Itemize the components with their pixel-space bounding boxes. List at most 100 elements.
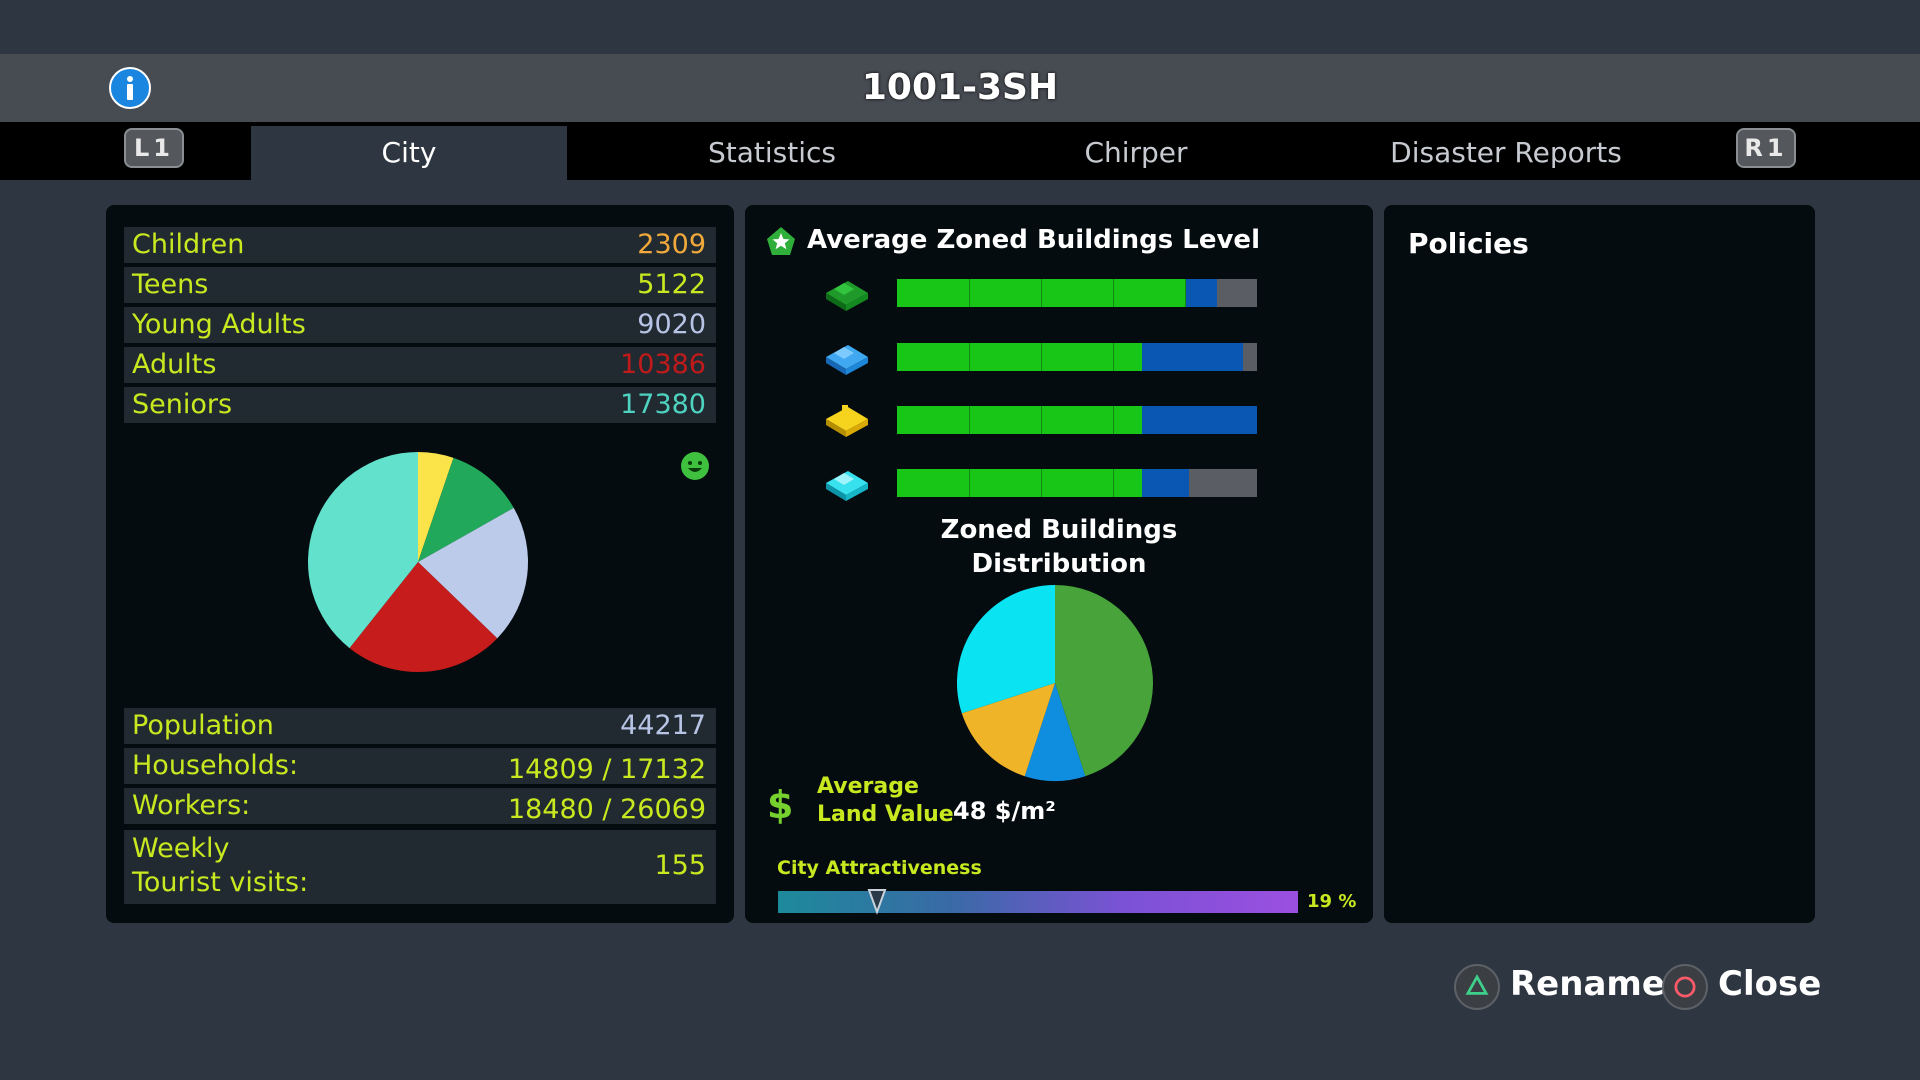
level-bar-filled: [897, 343, 1142, 371]
star-icon: [767, 227, 795, 255]
level-tick: [1113, 343, 1114, 371]
age-label: Children: [132, 229, 245, 260]
level-tick: [1041, 406, 1042, 434]
pie-children-slice: [418, 452, 454, 562]
population-panel: Children 2309 Teens 5122 Young Adults 90…: [106, 205, 734, 923]
level-tick: [969, 343, 970, 371]
commercial-level-bar: [897, 343, 1257, 371]
stat-row-tourists: Weekly Tourist visits: 155: [124, 830, 716, 904]
smiley-icon: [681, 452, 709, 480]
level-tick: [1113, 406, 1114, 434]
office-zone-icon: [826, 471, 868, 501]
age-pie-chart: [308, 452, 528, 672]
distribution-pie-chart: [957, 585, 1153, 781]
tab-chirper[interactable]: Chirper: [1084, 136, 1188, 169]
level-tick: [969, 279, 970, 307]
age-row-children: Children 2309: [124, 227, 716, 263]
city-name-title: 1001-3SH: [861, 67, 1059, 108]
attractiveness-label: City Attractiveness: [777, 857, 982, 879]
title-bar: 1001-3SH: [0, 54, 1920, 122]
level-bar-progress: [1141, 343, 1243, 371]
age-row-adults: Adults 10386: [124, 347, 716, 383]
zoned-buildings-panel: Average Zoned Buildings Level: [745, 205, 1373, 923]
age-value: 17380: [620, 389, 706, 420]
rename-button[interactable]: Rename: [1454, 960, 1665, 1012]
l1-button[interactable]: L1: [124, 128, 184, 168]
level-tick: [1113, 469, 1114, 497]
level-tick: [1041, 343, 1042, 371]
land-value-label-line: Land Value: [817, 802, 954, 827]
stat-row-population: Population 44217: [124, 708, 716, 744]
stat-value: 44217: [620, 710, 706, 741]
age-label: Adults: [132, 349, 217, 380]
age-label: Young Adults: [132, 309, 306, 340]
distribution-industrial-slice: [961, 683, 1055, 777]
tab-disaster-reports[interactable]: Disaster Reports: [1390, 136, 1622, 169]
industrial-level-bar: [897, 406, 1257, 434]
stat-row-workers: Workers: 18480 / 26069: [124, 788, 716, 825]
pie-seniors-slice: [308, 452, 418, 649]
commercial-zone-icon: [826, 345, 868, 375]
office-level-bar: [897, 469, 1257, 497]
distribution-title-line: Distribution: [971, 549, 1147, 579]
level-bar-filled: [897, 406, 1142, 434]
land-value-label-line: Average: [817, 774, 919, 799]
land-value: 48 $/m²: [953, 797, 1056, 825]
stat-label-line: Weekly: [132, 833, 230, 864]
info-icon[interactable]: [108, 66, 152, 110]
stat-label: Workers:: [132, 790, 251, 821]
residential-zone-icon: [826, 281, 868, 311]
distribution-title-line: Zoned Buildings: [940, 515, 1178, 545]
distribution-title: Zoned Buildings Distribution: [745, 513, 1373, 581]
stat-label-line: Tourist visits:: [132, 867, 309, 898]
attractiveness-marker-icon: [867, 889, 887, 915]
circle-button-icon: [1662, 964, 1708, 1010]
level-bar-progress: [1141, 406, 1257, 434]
age-label: Seniors: [132, 389, 233, 420]
age-value: 2309: [637, 229, 706, 260]
policies-panel: Policies: [1384, 205, 1815, 923]
tab-statistics[interactable]: Statistics: [708, 136, 836, 169]
triangle-button-icon: [1454, 964, 1500, 1010]
age-row-seniors: Seniors 17380: [124, 387, 716, 423]
pie-adults-slice: [349, 562, 498, 672]
tab-city[interactable]: City: [251, 126, 567, 180]
attractiveness-bar: [778, 891, 1298, 913]
distribution-office-slice: [957, 585, 1055, 714]
policies-title: Policies: [1408, 227, 1529, 260]
stat-value: 155: [654, 850, 706, 881]
zoned-level-title: Average Zoned Buildings Level: [807, 225, 1260, 255]
level-tick: [969, 469, 970, 497]
stat-label: Weekly Tourist visits:: [132, 832, 308, 900]
level-tick: [969, 406, 970, 434]
age-value: 10386: [620, 349, 706, 380]
distribution-residential-slice: [1055, 585, 1153, 777]
level-tick: [1185, 279, 1186, 307]
close-label: Close: [1718, 964, 1822, 1004]
r1-button[interactable]: R1: [1736, 128, 1796, 168]
rename-label: Rename: [1510, 964, 1665, 1004]
level-bar-progress: [1185, 279, 1218, 307]
land-value-label: Average Land Value: [817, 773, 954, 829]
industrial-zone-icon: [826, 405, 868, 437]
age-row-teens: Teens 5122: [124, 267, 716, 303]
distribution-commercial-slice: [1024, 683, 1086, 781]
age-label: Teens: [132, 269, 209, 300]
stat-label: Population: [132, 710, 274, 741]
stat-value: 14809 / 17132: [507, 754, 706, 785]
level-tick: [1041, 469, 1042, 497]
stat-value: 18480 / 26069: [507, 794, 706, 825]
residential-level-bar: [897, 279, 1257, 307]
attractiveness-percent: 19 %: [1307, 891, 1357, 912]
level-tick: [1041, 279, 1042, 307]
level-bar-progress: [1141, 469, 1189, 497]
stat-label: Households:: [132, 750, 299, 781]
close-button[interactable]: Close: [1662, 960, 1822, 1012]
pie-teens-slice: [418, 457, 514, 562]
dollar-icon: $: [767, 783, 794, 827]
stat-row-households: Households: 14809 / 17132: [124, 748, 716, 785]
level-tick: [1113, 279, 1114, 307]
age-value: 9020: [637, 309, 706, 340]
age-row-young-adults: Young Adults 9020: [124, 307, 716, 343]
pie-young-adults-slice: [418, 507, 528, 639]
